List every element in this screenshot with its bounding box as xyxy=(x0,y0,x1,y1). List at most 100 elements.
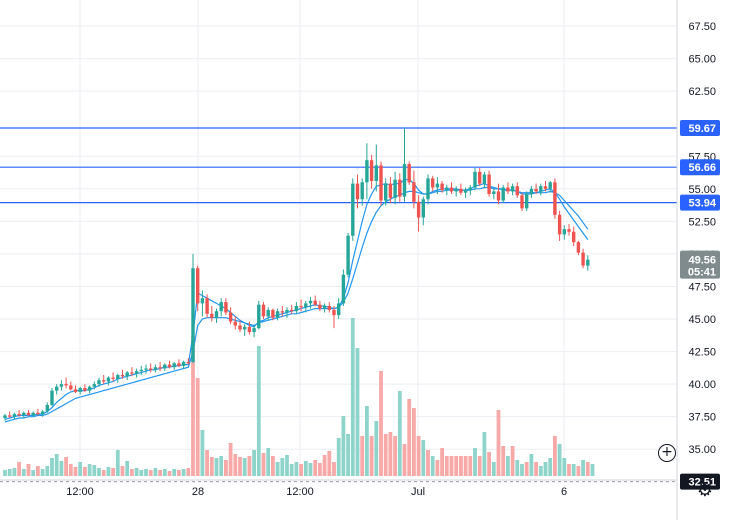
volume-bar xyxy=(341,416,346,476)
candle-body xyxy=(482,174,487,184)
candle-body xyxy=(496,191,501,201)
volume-bar xyxy=(520,464,524,476)
volume-bar xyxy=(200,430,205,476)
candle-body xyxy=(22,412,26,416)
countdown-label: 05:41 xyxy=(688,267,716,279)
candle-body xyxy=(200,298,205,304)
volume-bar xyxy=(388,432,393,476)
candle-body xyxy=(172,363,176,368)
volume-bar xyxy=(134,468,139,476)
volume-bar xyxy=(83,467,87,476)
candle-body xyxy=(449,187,454,192)
candle-body xyxy=(567,229,571,232)
x-tick-label: 28 xyxy=(192,486,204,498)
volume-bar xyxy=(553,436,557,476)
volume-bar xyxy=(412,408,416,476)
volume-bar xyxy=(440,448,444,476)
candle-body xyxy=(163,364,167,369)
candle-body xyxy=(73,389,78,392)
volume-bar xyxy=(477,456,482,476)
candle-body xyxy=(313,300,317,305)
candle-body xyxy=(553,182,557,215)
candle-body xyxy=(515,186,519,196)
volume-bar xyxy=(97,468,101,476)
volume-bar xyxy=(40,469,45,476)
volume-bar xyxy=(468,456,473,476)
volume-bar xyxy=(374,421,379,476)
volume-bar xyxy=(54,454,59,476)
volume-bar xyxy=(3,470,7,476)
volume-bar xyxy=(355,348,360,476)
volume-bar xyxy=(280,458,285,476)
candle-body xyxy=(463,190,468,193)
y-tick-label: 65.00 xyxy=(688,54,716,66)
volume-bar xyxy=(571,464,576,476)
candle-body xyxy=(153,367,158,370)
y-tick-label: 47.50 xyxy=(688,281,716,293)
volume-bar xyxy=(177,470,181,476)
candle-body xyxy=(374,165,378,181)
volume-bar xyxy=(332,462,336,476)
candle-body xyxy=(36,412,40,415)
volume-bar xyxy=(454,456,459,476)
candle-body xyxy=(332,309,336,316)
volume-bar xyxy=(50,458,54,476)
volume-bar xyxy=(524,462,529,476)
candle-body xyxy=(149,368,153,370)
volume-bar xyxy=(336,438,341,476)
y-tick-label: 62.50 xyxy=(688,86,716,98)
candle-body xyxy=(539,186,543,192)
candle-body xyxy=(266,309,270,317)
candle-body xyxy=(576,242,581,253)
volume-bar xyxy=(224,460,228,476)
level-price-tag xyxy=(680,194,720,211)
volume-bar xyxy=(153,468,158,476)
x-tick-label: 6 xyxy=(561,486,567,498)
add-crosshair-icon[interactable]: + xyxy=(658,444,676,462)
volume-bar xyxy=(111,468,115,476)
candle-body xyxy=(431,178,435,188)
volume-bar xyxy=(360,436,365,476)
candle-body xyxy=(55,386,59,391)
candle-body xyxy=(205,298,209,314)
candle-body xyxy=(50,390,54,405)
volume-bar xyxy=(365,406,369,476)
candle-body xyxy=(337,303,341,316)
candle-body xyxy=(581,252,585,266)
candle-body xyxy=(459,188,463,193)
volume-bar xyxy=(379,371,383,476)
candle-body xyxy=(26,412,31,416)
volume-bar xyxy=(120,466,125,476)
volume-bar xyxy=(313,460,318,476)
volume-bar xyxy=(529,454,534,476)
volume-bar xyxy=(327,451,332,476)
candle-body xyxy=(487,174,491,195)
candle-body xyxy=(478,171,482,184)
volume-bar xyxy=(491,462,496,476)
candle-body xyxy=(120,375,125,377)
candle-body xyxy=(520,195,524,209)
y-tick-label: 40.00 xyxy=(688,379,716,391)
candle-body xyxy=(412,182,416,202)
volume-bar xyxy=(402,444,407,476)
volume-bar xyxy=(482,432,487,476)
candle-body xyxy=(327,305,331,310)
volume-bar xyxy=(130,469,134,476)
level-price-label: 59.67 xyxy=(688,123,716,135)
volume-bar xyxy=(115,450,120,476)
candle-body xyxy=(186,361,190,364)
settings-gear-icon[interactable]: ⚙ xyxy=(696,480,714,501)
candle-body xyxy=(106,377,111,382)
volume-bar xyxy=(383,434,388,476)
volume-bar xyxy=(21,469,26,476)
volume-bar xyxy=(205,450,209,476)
volume-bar xyxy=(195,378,200,476)
candle-body xyxy=(341,274,346,304)
volume-bar xyxy=(303,461,308,476)
candle-body xyxy=(346,235,350,275)
candle-body xyxy=(393,179,397,198)
volume-bar xyxy=(421,440,426,476)
volume-bar xyxy=(271,456,275,476)
